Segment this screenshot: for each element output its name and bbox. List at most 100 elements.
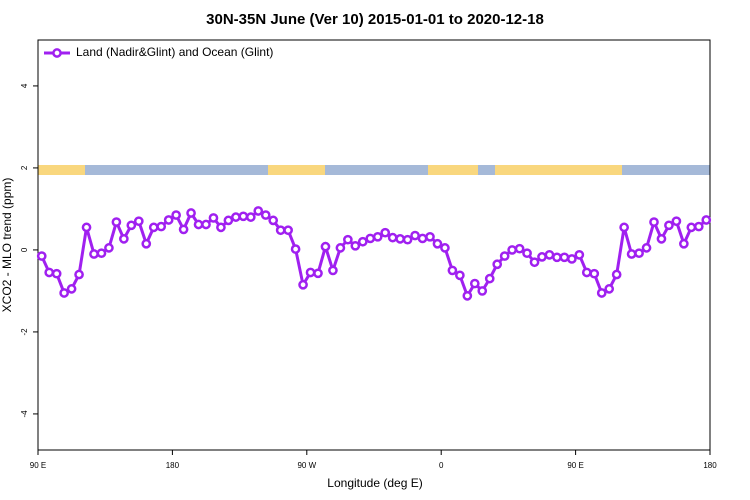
data-point — [305, 267, 316, 278]
data-point — [74, 269, 84, 280]
data-point — [343, 234, 353, 245]
data-point — [66, 284, 77, 294]
data-point — [649, 217, 659, 227]
data-point — [462, 290, 473, 301]
data-point — [275, 225, 286, 236]
data-point — [186, 208, 196, 218]
data-point — [544, 249, 555, 260]
data-point — [89, 249, 99, 259]
data-point — [290, 244, 301, 254]
data-point — [387, 232, 398, 243]
data-point — [141, 238, 152, 249]
data-point — [245, 212, 256, 222]
data-point — [133, 216, 144, 227]
data-point — [44, 267, 55, 278]
data-point — [693, 221, 704, 232]
land-band — [38, 165, 85, 175]
data-point — [626, 249, 637, 259]
data-point — [81, 222, 92, 233]
y-tick-label: -2 — [20, 328, 29, 336]
data-point — [171, 210, 181, 220]
data-point — [268, 215, 279, 226]
data-point — [596, 288, 607, 298]
data-point — [634, 248, 644, 259]
data-point — [380, 227, 391, 238]
data-point — [328, 265, 338, 276]
data-point — [574, 249, 585, 260]
x-axis-label: Longitude (deg E) — [327, 476, 422, 490]
data-point — [313, 268, 323, 279]
data-point — [492, 259, 503, 270]
data-point — [193, 219, 204, 230]
data-point — [59, 288, 69, 298]
data-point — [402, 234, 413, 245]
data-point — [679, 238, 689, 249]
x-tick-label: 180 — [703, 461, 717, 470]
legend-marker — [52, 48, 62, 58]
data-point — [253, 206, 264, 216]
data-point — [216, 222, 226, 233]
x-tick-label: 90 E — [30, 461, 46, 470]
data-point — [372, 231, 383, 242]
data-point — [581, 267, 592, 278]
data-point — [529, 257, 540, 268]
data-point — [664, 220, 674, 231]
data-point — [357, 236, 368, 247]
land-band — [428, 165, 478, 175]
data-point — [320, 241, 331, 252]
data-point — [260, 210, 271, 220]
data-point — [589, 268, 600, 279]
land-ocean-strip — [38, 165, 710, 175]
x-tick-label: 90 E — [567, 461, 583, 470]
x-tick-label: 180 — [166, 461, 180, 470]
data-point — [552, 252, 562, 263]
data-point — [223, 215, 234, 226]
data-point — [484, 273, 495, 284]
plot-frame — [37, 39, 711, 451]
data-point — [36, 251, 47, 261]
x-tick-label: 0 — [439, 461, 444, 470]
data-point — [477, 286, 488, 296]
data-point — [469, 278, 480, 289]
y-tick-label: -4 — [20, 410, 29, 418]
data-point — [201, 219, 211, 230]
data-point — [417, 233, 428, 244]
data-point — [238, 211, 249, 222]
legend-label: Land (Nadir&Glint) and Ocean (Glint) — [76, 45, 273, 59]
data-point — [350, 240, 361, 251]
data-point — [119, 234, 129, 244]
data-point — [425, 231, 435, 242]
data-point — [671, 216, 682, 227]
land-band — [268, 165, 325, 175]
data-point — [567, 254, 577, 264]
y-tick-label: 4 — [20, 83, 29, 88]
data-point — [298, 279, 308, 290]
data-point — [148, 222, 159, 233]
data-point — [163, 215, 174, 225]
data-point — [96, 248, 107, 259]
data-point — [604, 284, 615, 294]
data-point — [686, 222, 697, 233]
data-point — [641, 243, 652, 253]
data-point — [507, 245, 517, 255]
data-point — [51, 268, 62, 279]
data-point — [126, 220, 137, 231]
data-point — [208, 213, 219, 223]
data-point — [365, 233, 376, 244]
data-point — [522, 248, 532, 259]
data-point — [537, 252, 547, 262]
data-point — [559, 252, 570, 263]
land-band — [495, 165, 622, 175]
data-point — [701, 215, 712, 225]
data-point — [231, 212, 241, 222]
y-tick-label: 0 — [20, 247, 29, 252]
data-point — [432, 238, 443, 249]
data-point — [104, 243, 114, 253]
data-point — [111, 217, 122, 227]
data-point — [283, 225, 293, 236]
data-point — [178, 224, 189, 235]
data-point — [440, 243, 450, 253]
data-point — [447, 265, 458, 276]
data-point — [656, 234, 667, 244]
